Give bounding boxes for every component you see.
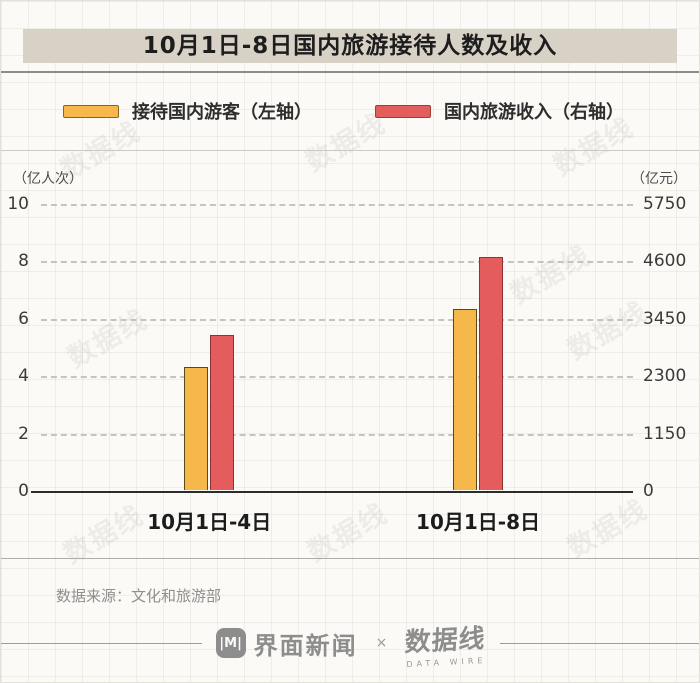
bar-visitors-group2: [453, 309, 478, 490]
data-source-note: 数据来源：文化和旅游部: [56, 587, 222, 605]
page-title: 10月1日-8日国内旅游接待人数及收入: [142, 33, 558, 59]
jiemian-news-logo-text: 界面新闻: [253, 631, 358, 660]
legend-swatch-revenue: [375, 104, 431, 118]
left-axis-tick-label: 8: [18, 251, 29, 272]
gridline: [41, 433, 633, 436]
right-axis-tick-label: 4600: [643, 251, 687, 272]
jiemian-news-logo: |M| 界面新闻: [215, 626, 358, 661]
right-axis-unit-label: （亿元）: [631, 171, 687, 187]
left-axis-unit-label: （亿人次）: [13, 171, 83, 187]
gridline: [41, 204, 633, 206]
multiply-separator-icon: ×: [375, 635, 388, 651]
title-divider: [1, 71, 699, 73]
title-band: 10月1日-8日国内旅游接待人数及收入: [23, 29, 677, 63]
legend-swatch-visitors: [63, 104, 119, 118]
gridline: [41, 261, 633, 264]
right-axis-tick-label: 3450: [643, 308, 687, 329]
footer-divider: [1, 558, 699, 559]
left-axis-tick-label: 2: [18, 423, 29, 444]
bar-chart-plot-area: [31, 204, 633, 493]
footer-right-line: [500, 642, 699, 644]
right-axis-ticks: 0 1150 2300 3450 4600 5750: [643, 194, 699, 501]
right-axis-tick-label: 0: [643, 481, 654, 501]
x-axis-baseline: [31, 491, 633, 493]
right-axis-tick-label: 5750: [643, 194, 687, 214]
x-axis-labels: 10月1日-4日 10月1日-8日: [37, 506, 633, 536]
right-axis-tick-label: 2300: [643, 366, 687, 387]
footer-left-line: [1, 642, 202, 644]
left-axis-tick-label: 10: [7, 194, 29, 214]
x-axis-category-label: 10月1日-8日: [416, 510, 541, 534]
bar-visitors-group1: [184, 366, 209, 490]
footer-logo-row: |M| 界面新闻 × 数据线 DATA WIRE: [1, 617, 699, 669]
legend-label-visitors: 接待国内游客（左轴）: [132, 102, 312, 123]
bar-revenue-group2: [479, 256, 504, 490]
left-axis-ticks: 0 2 4 6 8 10: [1, 194, 29, 501]
data-wire-logo: 数据线 DATA WIRE: [404, 617, 487, 668]
legend-label-revenue: 国内旅游收入（右轴）: [444, 102, 624, 123]
left-axis-tick-label: 4: [18, 366, 29, 387]
left-axis-tick-label: 0: [18, 481, 29, 501]
data-wire-logo-text: 数据线: [404, 623, 487, 658]
legend-divider: [1, 150, 699, 151]
legend-item-revenue: 国内旅游收入（右轴）: [375, 102, 624, 123]
left-axis-tick-label: 6: [18, 308, 29, 329]
gridline: [41, 318, 633, 321]
legend-item-visitors: 接待国内游客（左轴）: [63, 102, 312, 123]
x-axis-category-label: 10月1日-4日: [147, 510, 272, 534]
gridline: [41, 376, 633, 379]
jiemian-news-logo-icon: |M|: [215, 628, 246, 658]
bar-revenue-group1: [210, 335, 235, 490]
right-axis-tick-label: 1150: [643, 423, 687, 444]
